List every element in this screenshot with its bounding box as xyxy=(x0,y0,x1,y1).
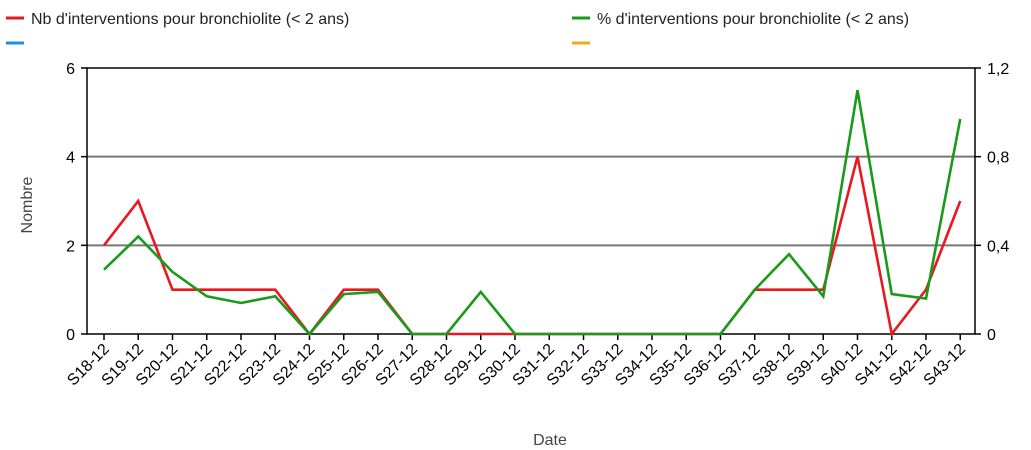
right-tick-label: 0,4 xyxy=(987,238,1009,255)
left-tick-label: 0 xyxy=(66,327,75,344)
x-axis: S18-12S19-12S20-12S21-12S22-12S23-12S24-… xyxy=(64,334,969,389)
legend-label: Nb d'interventions pour bronchiolite (< … xyxy=(31,11,349,28)
y-axis-title: Nombre xyxy=(19,176,36,233)
right-axis: 0 0,4 0,8 1,2 xyxy=(975,61,1009,344)
plot-frame xyxy=(86,67,976,335)
left-tick-label: 4 xyxy=(66,150,75,167)
legend-label: % d'interventions pour bronchiolite (< 2… xyxy=(597,11,909,28)
right-tick-label: 1,2 xyxy=(987,61,1009,78)
x-axis-title: Date xyxy=(533,432,567,449)
legend: Nb d'interventions pour bronchiolite (< … xyxy=(6,11,909,45)
left-axis: 0 2 4 6 xyxy=(66,61,87,344)
left-tick-label: 6 xyxy=(66,61,75,78)
right-tick-label: 0,8 xyxy=(987,150,1009,167)
right-tick-label: 0 xyxy=(987,327,996,344)
series-2 xyxy=(103,89,962,336)
series-layer xyxy=(102,89,962,338)
grid-lines xyxy=(87,155,975,247)
left-tick-label: 2 xyxy=(66,238,75,255)
series-line xyxy=(103,89,962,336)
